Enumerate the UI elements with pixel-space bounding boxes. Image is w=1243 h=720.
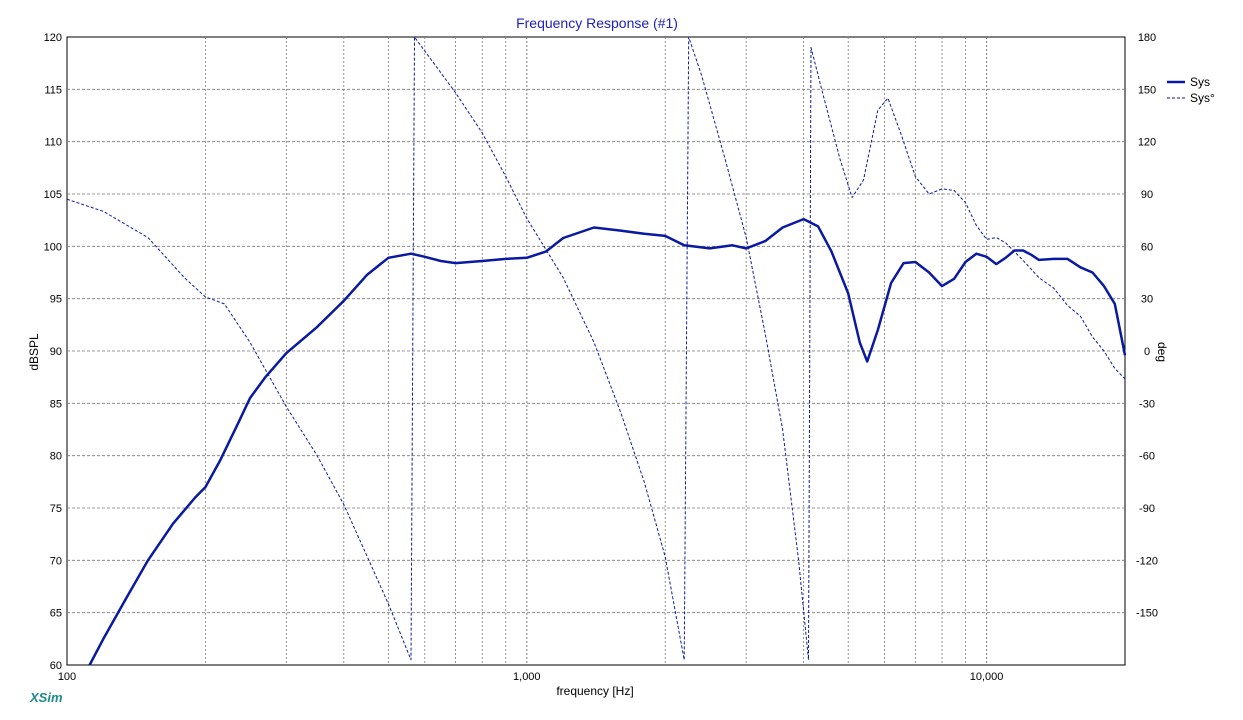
right-axis-ticks: 180 150 120 90 60 30 0 -30 -60 -90 -120 -150 bbox=[1136, 32, 1158, 620]
x-tick-label: 1,000 bbox=[513, 671, 541, 683]
y2-tick-label: 180 bbox=[1138, 32, 1156, 44]
y-axis-label: dBSPL bbox=[27, 333, 41, 371]
series-layer bbox=[66, 36, 1127, 666]
y-tick-label: 65 bbox=[50, 608, 62, 620]
y2-tick-label: -120 bbox=[1136, 555, 1158, 567]
y-tick-label: 75 bbox=[50, 503, 62, 515]
y-tick-label: 80 bbox=[50, 451, 62, 463]
legend-label-sys: Sys bbox=[1190, 75, 1210, 89]
legend-label-sys-phase: Sys° bbox=[1190, 91, 1215, 105]
x-axis-ticks: 100 1,000 10,000 bbox=[58, 671, 1004, 683]
y-tick-label: 60 bbox=[50, 660, 62, 672]
y-tick-label: 85 bbox=[50, 398, 62, 410]
y2-tick-label: 0 bbox=[1144, 346, 1150, 358]
y2-tick-label: -30 bbox=[1139, 398, 1155, 410]
plot-area bbox=[66, 36, 1126, 666]
y2-tick-label: 120 bbox=[1138, 137, 1156, 149]
y2-axis-label: deg bbox=[1155, 342, 1169, 362]
x-tick-label: 100 bbox=[58, 671, 76, 683]
y-tick-label: 95 bbox=[50, 294, 62, 306]
y2-tick-label: 90 bbox=[1141, 189, 1153, 201]
brand-label: XSim bbox=[29, 690, 63, 705]
chart-title: Frequency Response (#1) bbox=[516, 15, 678, 31]
y-tick-label: 110 bbox=[44, 137, 62, 149]
legend: Sys Sys° bbox=[1167, 75, 1215, 105]
y2-tick-label: 30 bbox=[1141, 294, 1153, 306]
y-tick-label: 120 bbox=[44, 32, 62, 44]
grid-lines bbox=[67, 37, 1125, 665]
x-axis-label: frequency [Hz] bbox=[556, 684, 633, 698]
y2-tick-label: 60 bbox=[1141, 241, 1153, 253]
y2-tick-label: -150 bbox=[1136, 608, 1158, 620]
y2-tick-label: 150 bbox=[1138, 84, 1156, 96]
series-line-sys bbox=[88, 217, 1127, 666]
y2-tick-label: -90 bbox=[1139, 503, 1155, 515]
y-tick-label: 70 bbox=[50, 555, 62, 567]
left-axis-ticks: 60 65 70 75 80 85 90 95 100 105 110 115 120 bbox=[44, 32, 62, 672]
x-tick-label: 10,000 bbox=[970, 671, 1004, 683]
y-tick-label: 90 bbox=[50, 346, 62, 358]
y-tick-label: 115 bbox=[44, 84, 62, 96]
y2-tick-label: -60 bbox=[1139, 451, 1155, 463]
y-tick-label: 100 bbox=[44, 241, 62, 253]
y-tick-label: 105 bbox=[44, 189, 62, 201]
